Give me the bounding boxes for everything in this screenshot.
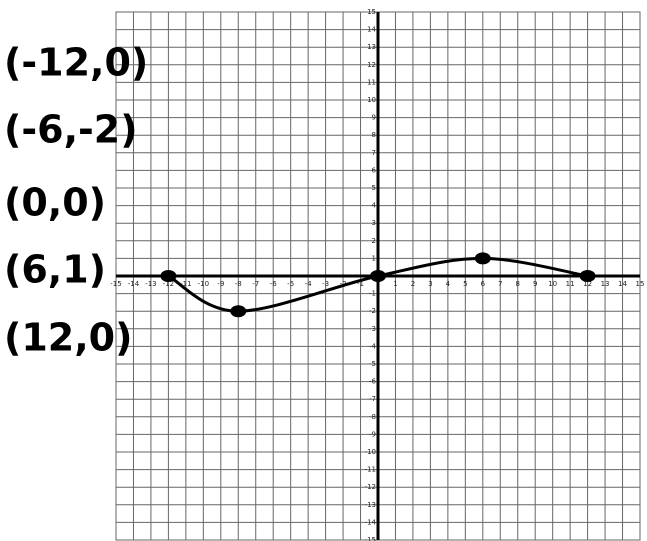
- x-tick-label: -6: [270, 280, 278, 288]
- annotation: (0,0): [4, 181, 106, 225]
- annotation: (-6,-2): [4, 108, 138, 152]
- x-tick-label: -4: [305, 280, 313, 288]
- y-tick-label: 10: [367, 96, 376, 104]
- x-tick-label: -8: [235, 280, 242, 288]
- y-tick-label: 12: [367, 61, 376, 69]
- x-tick-label: 6: [481, 280, 486, 288]
- x-tick-label: 1: [393, 280, 397, 288]
- y-tick-label: -2: [369, 307, 376, 315]
- y-tick-label: -1: [369, 290, 376, 298]
- y-tick-label: 9: [372, 114, 376, 122]
- y-tick-label: 11: [367, 78, 376, 86]
- y-tick-label: -13: [365, 501, 376, 509]
- y-tick-label: 6: [372, 166, 377, 174]
- x-tick-label: 11: [566, 280, 575, 288]
- y-tick-label: 5: [372, 184, 376, 192]
- y-tick-label: -5: [369, 360, 376, 368]
- annotation: (-12,0): [4, 41, 148, 85]
- y-tick-label: 3: [372, 219, 376, 227]
- page: {"chart_data": {"type": "line", "annotat…: [0, 0, 647, 541]
- x-tick-label: 3: [428, 280, 432, 288]
- x-tick-label: 8: [515, 280, 519, 288]
- y-tick-label: -12: [365, 483, 376, 491]
- x-tick-label: 13: [601, 280, 610, 288]
- x-tick-label: -3: [322, 280, 329, 288]
- x-tick-label: 4: [446, 280, 451, 288]
- y-tick-label: 15: [367, 8, 376, 16]
- x-tick-label: 5: [463, 280, 467, 288]
- x-tick-label: -10: [198, 280, 209, 288]
- y-tick-label: 2: [372, 237, 376, 245]
- x-tick-label: -15: [110, 280, 121, 288]
- y-tick-label: -9: [369, 430, 376, 438]
- x-tick-label: 10: [548, 280, 557, 288]
- y-tick-label: -11: [365, 466, 376, 474]
- y-tick-label: 13: [367, 43, 376, 51]
- y-tick-label: -6: [369, 378, 377, 386]
- annotation: (12,0): [4, 316, 133, 360]
- point: [580, 270, 596, 282]
- x-tick-label: -13: [145, 280, 156, 288]
- point: [475, 252, 491, 264]
- point: [160, 270, 176, 282]
- x-tick-label: -9: [217, 280, 224, 288]
- annotation: (6,1): [4, 248, 106, 292]
- y-tick-label: 1: [372, 254, 376, 262]
- x-tick-label: -7: [252, 280, 259, 288]
- y-tick-label: 8: [372, 131, 376, 139]
- point: [370, 270, 386, 282]
- x-tick-label: 15: [636, 280, 645, 288]
- y-tick-label: -10: [365, 448, 376, 456]
- x-tick-label: 14: [618, 280, 627, 288]
- y-tick-label: -8: [369, 413, 376, 421]
- x-tick-label: -14: [128, 280, 140, 288]
- y-tick-label: -3: [369, 325, 376, 333]
- y-tick-label: 14: [367, 26, 376, 34]
- y-tick-label: -15: [365, 536, 376, 541]
- y-tick-label: -14: [365, 518, 377, 526]
- x-tick-label: 2: [411, 280, 415, 288]
- y-tick-label: -7: [369, 395, 376, 403]
- y-tick-label: 4: [372, 202, 377, 210]
- y-tick-label: 7: [372, 149, 376, 157]
- y-tick-label: -4: [369, 342, 377, 350]
- x-tick-label: 9: [533, 280, 537, 288]
- chart: -15-14-13-12-11-10-9-8-7-6-5-4-3-2-11234…: [0, 0, 647, 541]
- point: [230, 305, 246, 317]
- x-tick-label: -5: [287, 280, 294, 288]
- x-tick-label: 7: [498, 280, 502, 288]
